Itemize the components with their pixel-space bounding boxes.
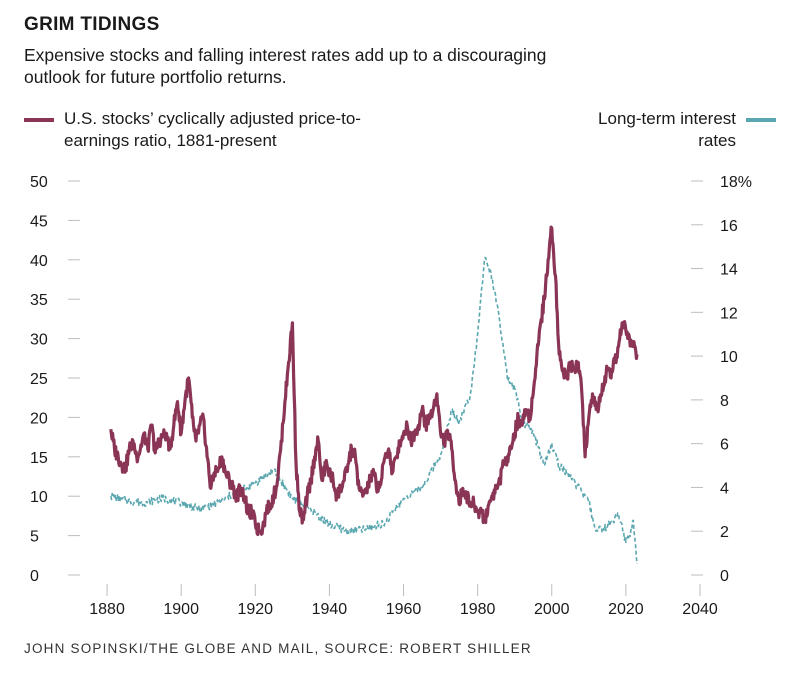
left-tick-label: 5 (30, 529, 39, 546)
right-tick-label: 18% (720, 174, 752, 191)
x-tick-label: 2040 (682, 601, 718, 618)
x-tick-label: 1980 (460, 601, 496, 618)
left-tick-label: 25 (30, 371, 48, 388)
right-tick-label: 16 (720, 218, 738, 235)
right-tick-label: 8 (720, 393, 729, 410)
x-tick-label: 2000 (534, 601, 570, 618)
interest-rate-line (110, 256, 638, 565)
chart-subtitle: Expensive stocks and falling interest ra… (24, 45, 547, 87)
left-tick-label: 0 (30, 568, 39, 585)
x-tick-label: 1960 (386, 601, 422, 618)
chart-title: GRIM TIDINGS (24, 14, 160, 35)
left-tick-label: 45 (30, 213, 48, 230)
x-tick-label: 1900 (163, 601, 199, 618)
axis-ticks (68, 180, 703, 596)
right-tick-label: 4 (720, 480, 729, 497)
left-tick-label: 20 (30, 410, 48, 427)
legend-cape-label: U.S. stocks’ cyclically adjusted price-t… (64, 109, 361, 150)
source-credit: JOHN SOPINSKI/THE GLOBE AND MAIL, SOURCE… (24, 641, 532, 656)
legend-rates-swatch (746, 118, 776, 122)
right-tick-label: 14 (720, 262, 738, 279)
legend-cape-swatch (24, 118, 54, 122)
cape-line (109, 225, 639, 537)
right-tick-label: 2 (720, 524, 729, 541)
series-rates (110, 256, 638, 565)
left-tick-label: 35 (30, 292, 48, 309)
left-tick-label: 15 (30, 450, 48, 467)
legend-rates-label: Long-term interest rates (598, 109, 736, 150)
x-tick-label: 1940 (312, 601, 348, 618)
right-tick-label: 6 (720, 437, 729, 454)
x-tick-label: 2020 (608, 601, 644, 618)
right-tick-label: 10 (720, 349, 738, 366)
x-tick-label: 1920 (237, 601, 273, 618)
series-cape (109, 225, 639, 537)
x-tick-label: 1880 (89, 601, 125, 618)
right-tick-label: 12 (720, 305, 738, 322)
left-tick-label: 40 (30, 253, 48, 270)
right-tick-label: 0 (720, 568, 729, 585)
left-tick-label: 10 (30, 489, 48, 506)
tick-labels: 0 5 10 15 20 25 30 35 40 45 50 0 2 4 6 8 10 12 14 16 18% 1880… (30, 174, 752, 618)
left-tick-label: 30 (30, 332, 48, 349)
left-tick-label: 50 (30, 174, 48, 191)
